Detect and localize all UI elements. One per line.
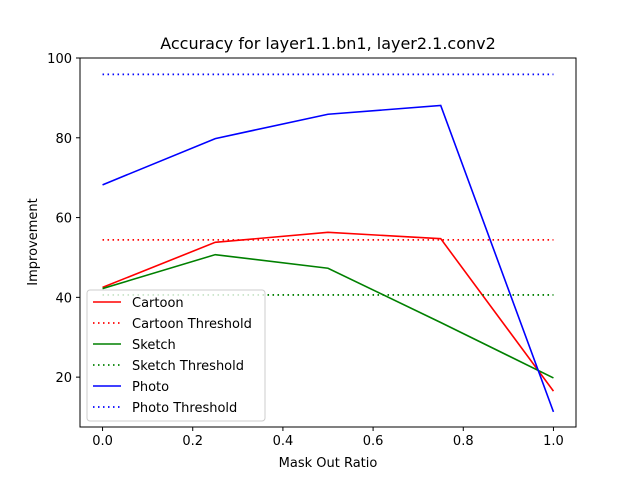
y-axis: 20 40 60 80 100	[47, 52, 80, 386]
plot-frame	[79, 57, 577, 428]
x-tick-label: 0.4	[273, 434, 294, 449]
y-tick-label: 60	[55, 212, 72, 227]
chart-title: Accuracy for layer1.1.bn1, layer2.1.conv…	[160, 34, 496, 53]
y-tick-label: 20	[55, 371, 72, 386]
y-axis-label: Improvement	[26, 198, 41, 285]
x-tick-label: 0.8	[453, 434, 474, 449]
y-tick-label: 80	[55, 132, 72, 147]
y-tick-label: 40	[55, 291, 72, 306]
legend-label: Cartoon Threshold	[132, 317, 252, 332]
series-line-sketch	[102, 253, 554, 379]
plot-area	[79, 57, 577, 428]
x-tick-label: 1.0	[543, 434, 564, 449]
legend-label: Photo Threshold	[132, 401, 237, 416]
y-tick-label: 100	[47, 52, 72, 67]
series-line-photo	[102, 104, 555, 413]
series-line-cartoon	[102, 231, 555, 392]
legend-label: Photo	[132, 380, 169, 395]
x-tick-label: 0.2	[182, 434, 203, 449]
legend-label: Sketch Threshold	[132, 359, 244, 374]
legend-label: Sketch	[132, 338, 176, 353]
x-tick-label: 0.6	[363, 434, 384, 449]
x-tick-label: 0.0	[92, 434, 113, 449]
x-axis: 0.0 0.2 0.4 0.6 0.8 1.0	[92, 427, 564, 449]
series-layer	[102, 73, 555, 413]
legend: Cartoon Cartoon Threshold Sketch Sketch Thr…	[86, 289, 266, 422]
x-axis-label: Mask Out Ratio	[279, 456, 378, 471]
legend-box	[86, 289, 266, 422]
legend-label: Cartoon	[132, 296, 184, 311]
